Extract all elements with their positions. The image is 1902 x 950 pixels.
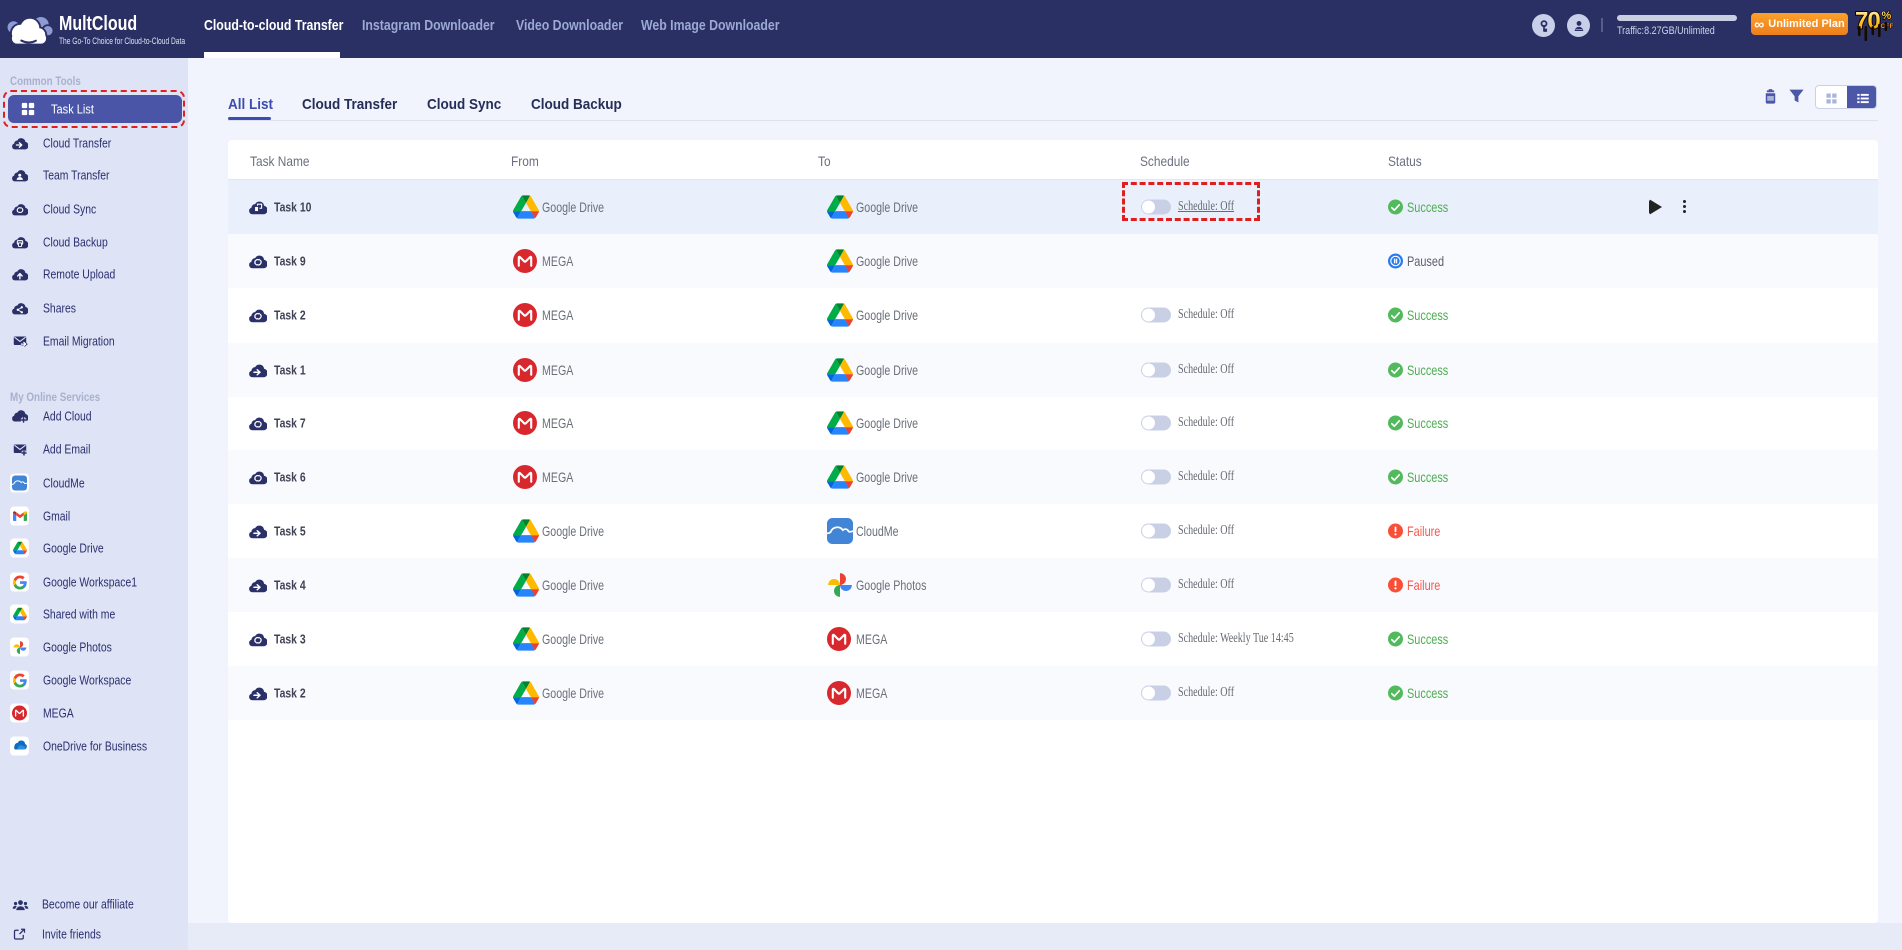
svg-text:%: % [1882,10,1892,22]
